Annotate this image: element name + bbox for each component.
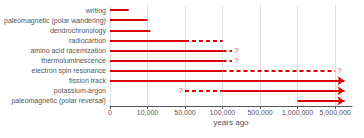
svg-text:50,000: 50,000 <box>174 109 196 116</box>
svg-text:potassium-argon: potassium-argon <box>54 87 106 95</box>
svg-text:amino acid racemization: amino acid racemization <box>30 47 106 54</box>
svg-text:electron spin resonance: electron spin resonance <box>32 67 106 75</box>
svg-text:5,000,000: 5,000,000 <box>320 109 351 116</box>
svg-text:paleomagnetic (polar wandering: paleomagnetic (polar wandering) <box>4 17 106 25</box>
svg-text:?: ? <box>179 86 184 95</box>
svg-text:years ago: years ago <box>213 118 249 127</box>
svg-text:0: 0 <box>108 109 112 116</box>
svg-text:paleomagnetic (polar reversal): paleomagnetic (polar reversal) <box>11 97 106 105</box>
svg-text:radiocarbon: radiocarbon <box>69 37 106 44</box>
svg-text:?: ? <box>234 46 239 55</box>
svg-text:thermoluminescence: thermoluminescence <box>41 57 106 64</box>
svg-text:?: ? <box>337 66 342 75</box>
svg-text:1,000,000: 1,000,000 <box>282 109 313 116</box>
svg-text:?: ? <box>234 56 239 65</box>
svg-text:100,000: 100,000 <box>210 109 235 116</box>
svg-text:dendrochronology: dendrochronology <box>50 27 107 35</box>
svg-text:writing: writing <box>85 7 106 15</box>
svg-text:500,000: 500,000 <box>247 109 272 116</box>
svg-text:10,000: 10,000 <box>137 109 159 116</box>
svg-text:fission track: fission track <box>69 77 106 84</box>
